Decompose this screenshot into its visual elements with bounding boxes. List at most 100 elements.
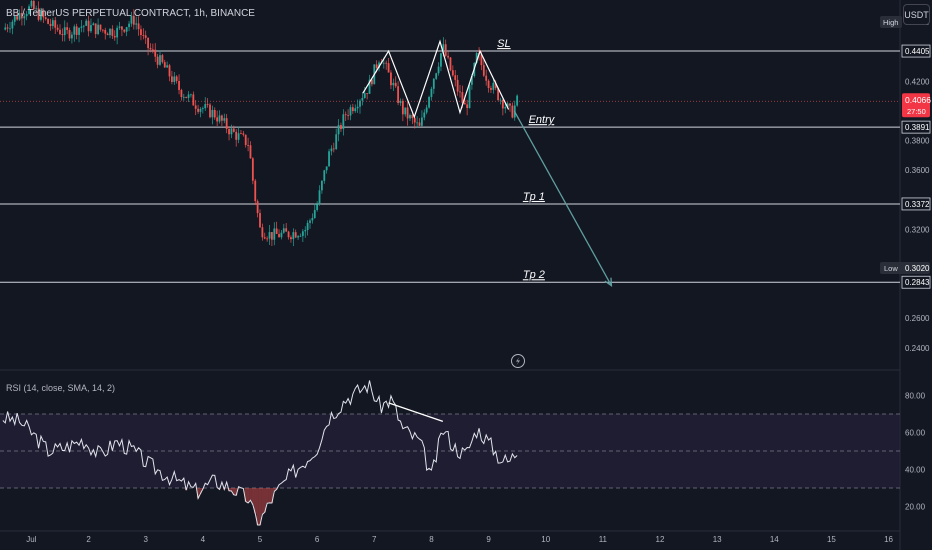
axes: 0.46000.42000.38000.36000.32000.26000.24… (26, 16, 931, 544)
candle-body (9, 28, 11, 30)
candle-body (156, 56, 159, 65)
candle-body (25, 14, 28, 17)
candle-body (159, 55, 161, 65)
candle-body (151, 49, 154, 51)
price-tick: 0.3800 (905, 137, 930, 146)
candle-body (221, 115, 223, 121)
candle-body (144, 35, 147, 38)
candle-body (304, 230, 307, 232)
candle-body (273, 228, 276, 240)
candle-body (423, 112, 426, 118)
candle-body (54, 20, 57, 28)
candle-body (166, 65, 169, 68)
candle-body (290, 237, 292, 240)
candle-body (309, 220, 311, 223)
candle-body (187, 94, 190, 98)
sl-label: SL (497, 38, 510, 50)
candle-body (390, 72, 392, 86)
candle-body (71, 34, 73, 39)
candle-body (399, 100, 402, 103)
sl-price-tag-text: 0.4405 (905, 47, 930, 56)
candle-body (128, 23, 130, 28)
triple-top-pattern[interactable] (362, 39, 510, 119)
candle-body (511, 105, 514, 118)
candle-body (113, 35, 116, 38)
rsi-band (0, 413, 900, 489)
candle-body (437, 66, 440, 74)
candle-body (216, 117, 219, 122)
candle-body (92, 23, 95, 26)
candle-body (366, 93, 369, 94)
candle-body (35, 8, 38, 10)
candle-body (354, 108, 357, 112)
tp1-label: Tp 1 (523, 191, 545, 203)
candle-body (140, 29, 142, 36)
candle-body (171, 76, 173, 82)
candle-body (297, 236, 299, 238)
time-tick: 12 (656, 535, 665, 544)
candle-body (506, 103, 509, 108)
candle-body (349, 107, 352, 116)
candle-body (275, 228, 278, 234)
pattern-lines[interactable] (362, 39, 613, 287)
candle-body (311, 217, 314, 221)
time-tick: Jul (26, 535, 36, 544)
candle-body (80, 26, 83, 28)
low-value: 0.3020 (905, 264, 930, 273)
candle-body (197, 108, 199, 112)
entry-price-tag-text: 0.3891 (905, 123, 930, 132)
candle-body (282, 228, 285, 233)
time-tick: 4 (201, 535, 206, 544)
candle-body (378, 62, 380, 68)
candle-body (59, 29, 61, 35)
candle-body (78, 27, 80, 35)
candle-body (497, 88, 499, 100)
candle-body (249, 145, 252, 159)
candle-body (268, 232, 271, 239)
candle-body (101, 29, 104, 31)
candle-body (90, 25, 92, 32)
price-levels[interactable]: SL Entry Tp 1 Tp 2 (0, 38, 900, 283)
candle-body (385, 62, 388, 64)
candle-body (213, 109, 216, 118)
candle-body (368, 79, 371, 94)
tp1-price-tag (901, 197, 931, 211)
candle-body (306, 222, 309, 231)
candle-body (123, 29, 126, 32)
candle-body (130, 15, 133, 24)
candle-body (42, 11, 45, 18)
candle-body (85, 20, 88, 26)
candle-body (480, 54, 483, 66)
candle-body (118, 26, 121, 28)
candle-body (116, 27, 119, 38)
price-tick: 0.4200 (905, 77, 930, 86)
candle-body (147, 37, 149, 49)
lightning-icon[interactable] (516, 357, 520, 365)
candle-body (211, 109, 214, 118)
time-tick: 5 (258, 535, 263, 544)
candle-body (206, 104, 209, 105)
candle-body (21, 12, 23, 19)
candle-body (504, 107, 507, 109)
candle-body (313, 210, 316, 218)
currency-button[interactable]: USDT (903, 4, 930, 25)
candle-body (509, 103, 511, 106)
candle-body (175, 76, 178, 81)
time-tick: 15 (827, 535, 836, 544)
time-tick: 14 (770, 535, 779, 544)
candle-body (201, 108, 204, 109)
candle-body (471, 76, 473, 85)
candle-body (32, 0, 35, 10)
candle-body (475, 53, 478, 63)
candle-body (347, 115, 349, 116)
projection-arrow[interactable] (513, 110, 612, 286)
candle-body (382, 62, 385, 64)
rsi-tick: 40.00 (905, 466, 926, 475)
candle-body (204, 104, 207, 109)
candle-body (56, 27, 59, 30)
candle-body (430, 88, 433, 98)
candle-body (61, 34, 64, 36)
time-tick: 6 (315, 535, 320, 544)
rsi-divergence-line[interactable] (388, 402, 444, 423)
